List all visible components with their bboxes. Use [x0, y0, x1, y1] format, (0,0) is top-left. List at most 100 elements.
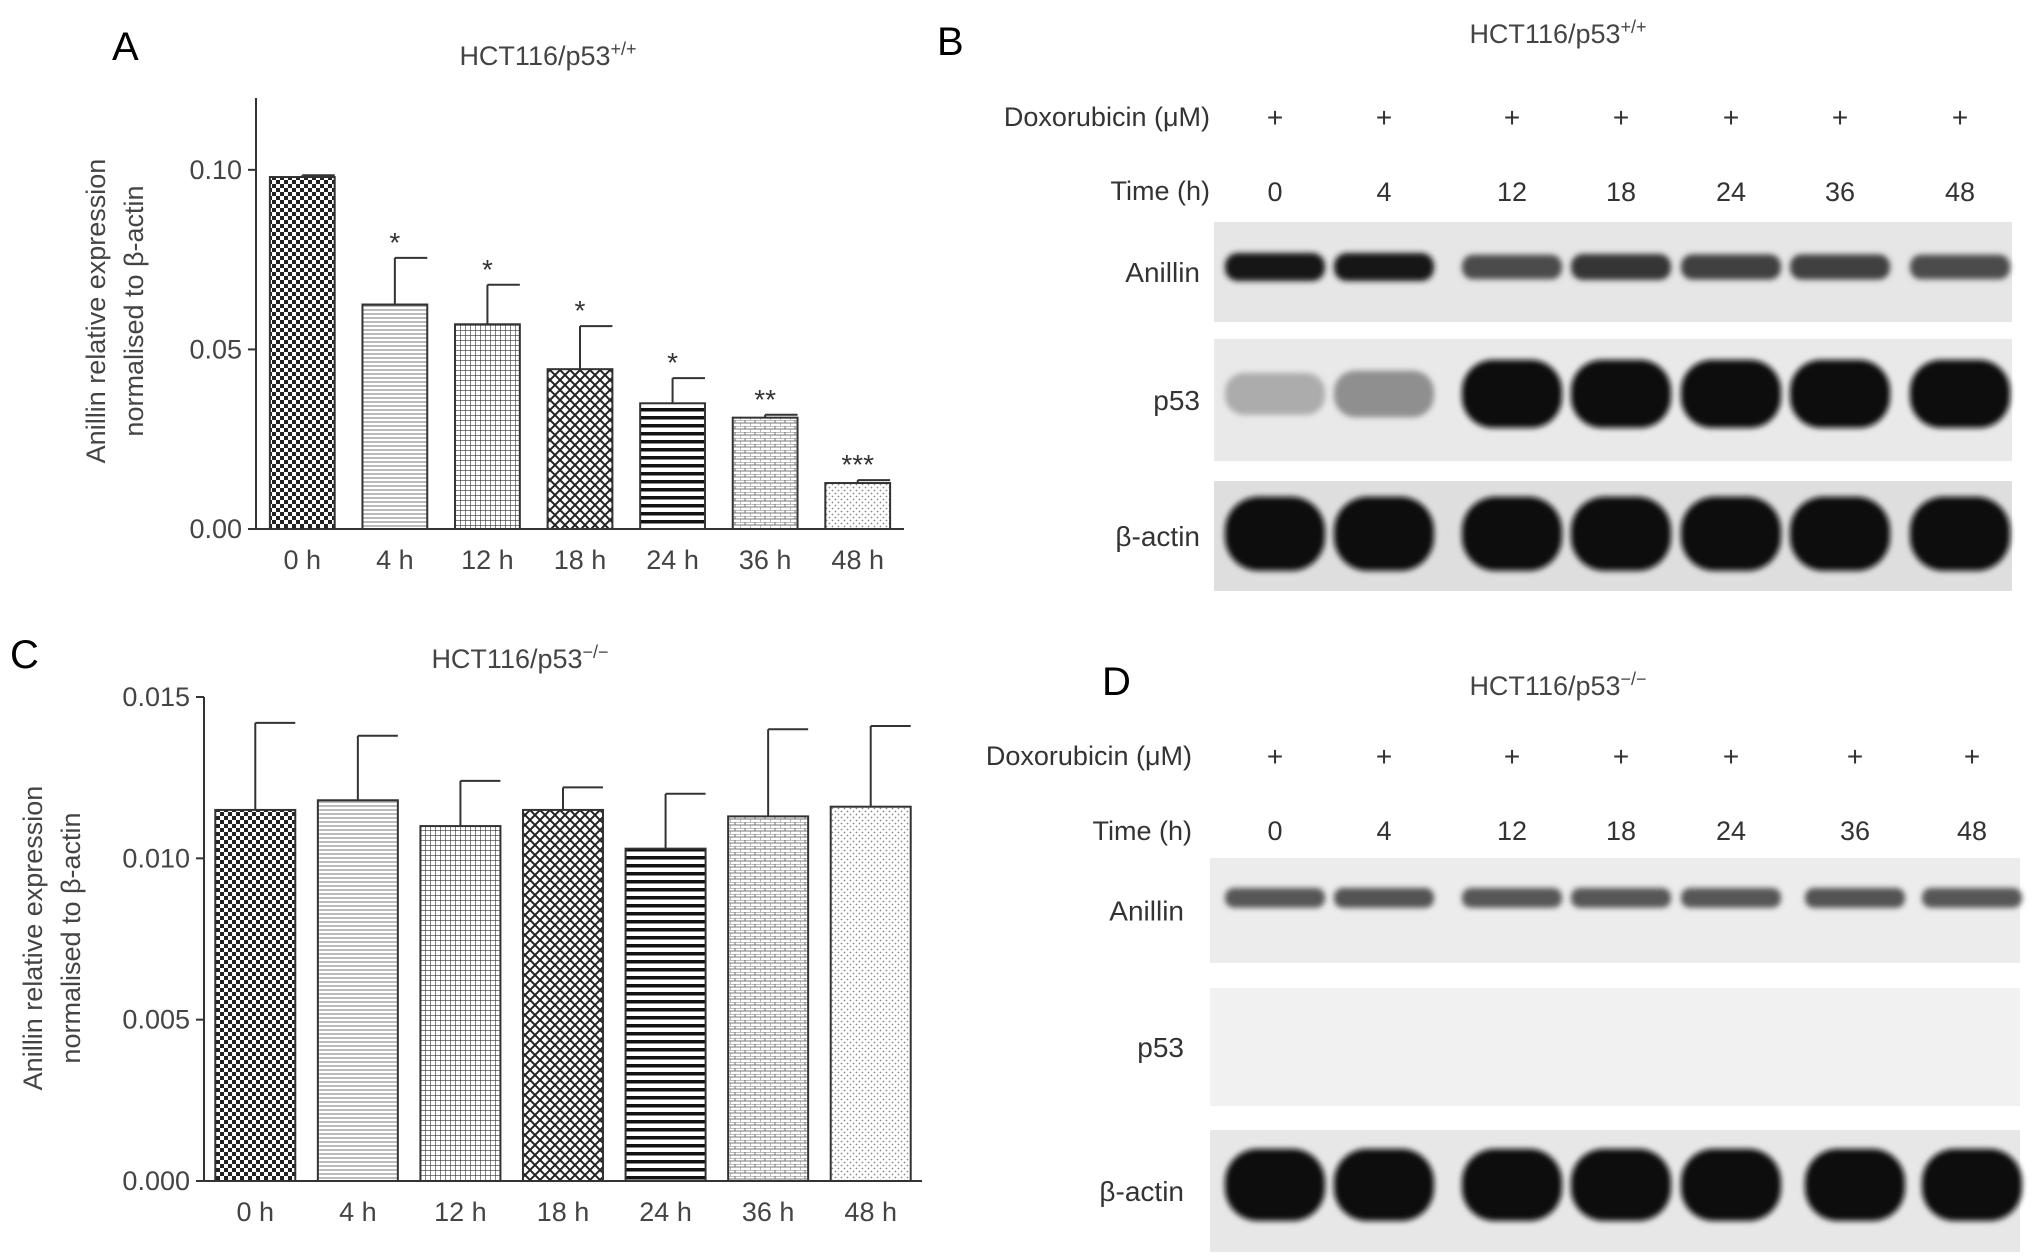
blot-label: β-actin — [1099, 1176, 1184, 1207]
bar — [521, 808, 605, 1183]
bar — [268, 176, 336, 530]
panel-a-ylabel: Anillin relative expression normalised t… — [81, 159, 149, 464]
x-tick-label: 24 h — [646, 545, 699, 575]
blot-band — [1462, 888, 1562, 908]
panel-a-title-sup: +/+ — [611, 39, 637, 59]
panel-a-ylabel-line2: normalised to β-actin — [119, 185, 149, 436]
doxorubicin-plus: + — [1504, 102, 1520, 133]
panel-b-title: HCT116/p53+/+ — [1469, 17, 1646, 49]
x-tick-label: 36 h — [739, 545, 792, 575]
blot-band — [1334, 496, 1434, 571]
x-tick-label: 36 h — [742, 1197, 795, 1227]
blot-label: Anillin — [1109, 896, 1184, 927]
panel-a-title-main: HCT116/p53 — [459, 41, 610, 71]
doxorubicin-plus: + — [1613, 102, 1629, 133]
blot-band — [1910, 496, 2010, 571]
doxorubicin-plus: + — [1832, 102, 1848, 133]
panel-d-time-label: Time (h) — [1093, 816, 1193, 846]
panel-d-title: HCT116/p53−/− — [1469, 669, 1646, 701]
blot-band — [1571, 359, 1671, 428]
panel-c-title-sup: −/− — [583, 642, 609, 662]
panel-d-title-main: HCT116/p53 — [1469, 671, 1620, 701]
doxorubicin-plus: + — [1847, 741, 1863, 772]
blot-band — [1922, 888, 2022, 908]
panel-letter-b: B — [937, 20, 964, 64]
blot-band — [1462, 254, 1562, 280]
panel-letter-c: C — [10, 633, 39, 677]
blot-b: + + + + + + +0 4 12 18 24 36 48 Anillin p53 β-actin — [1115, 102, 2012, 591]
blot-band — [1571, 888, 1671, 908]
blot-band — [1571, 1148, 1671, 1221]
x-tick-label: 24 h — [639, 1197, 692, 1227]
blot-band — [1334, 1148, 1434, 1221]
time-label: 4 — [1376, 816, 1391, 846]
blot-band — [1681, 359, 1781, 428]
bar — [214, 808, 297, 1183]
time-label: 48 — [1945, 177, 1975, 207]
y-tick-label: 0.000 — [122, 1166, 190, 1196]
bar — [727, 815, 810, 1182]
blot-band — [1225, 253, 1325, 281]
panel-c-title: HCT116/p53−/− — [431, 642, 608, 674]
x-tick-label: 18 h — [537, 1197, 590, 1227]
blot-band — [1790, 254, 1890, 280]
doxorubicin-plus: + — [1723, 741, 1739, 772]
bar — [546, 368, 614, 530]
panel-b-time-label: Time (h) — [1111, 176, 1211, 206]
panel-d: D HCT116/p53−/− Doxorubicin (μM) Time (h… — [986, 660, 2022, 1252]
blot-membrane — [1210, 988, 2020, 1106]
significance-label: * — [575, 295, 586, 326]
time-label: 12 — [1497, 816, 1527, 846]
x-tick-label: 4 h — [339, 1197, 377, 1227]
blot-band — [1805, 1148, 1905, 1221]
doxorubicin-plus: + — [1376, 741, 1392, 772]
blot-label: β-actin — [1115, 521, 1200, 552]
x-tick-label: 4 h — [376, 545, 414, 575]
panel-b-title-main: HCT116/p53 — [1469, 19, 1620, 49]
bar — [361, 303, 429, 531]
blot-band — [1334, 887, 1434, 908]
panel-c-ylabel-line2: normalised to β-actin — [56, 812, 86, 1063]
blot-d: + + + + + + +0 4 12 18 24 36 48 Anillin p53 β-actin — [1099, 741, 2022, 1252]
panel-b-title-sup: +/+ — [1621, 17, 1647, 37]
y-tick-label: 0.005 — [122, 1005, 190, 1035]
panel-b: B HCT116/p53+/+ Doxorubicin (μM) Time (h… — [937, 17, 2012, 591]
bar — [639, 402, 706, 530]
blot-label: p53 — [1137, 1032, 1184, 1063]
blot-band — [1225, 888, 1325, 908]
time-label: 24 — [1716, 816, 1746, 846]
bar — [731, 416, 799, 530]
blot-label: p53 — [1153, 385, 1200, 416]
blot-band — [1681, 496, 1781, 571]
y-tick-label: 0.05 — [189, 334, 242, 364]
panel-b-doxorubicin-label: Doxorubicin (μM) — [1004, 102, 1210, 132]
x-tick-label: 0 h — [284, 545, 322, 575]
time-label: 18 — [1606, 816, 1636, 846]
panel-a-title: HCT116/p53+/+ — [459, 39, 636, 71]
y-tick-label: 0.10 — [189, 155, 242, 185]
time-label: 18 — [1606, 177, 1636, 207]
bar — [624, 847, 707, 1182]
doxorubicin-plus: + — [1723, 102, 1739, 133]
panel-a: A HCT116/p53+/+ Anillin relative express… — [81, 25, 904, 575]
significance-label: * — [482, 254, 493, 285]
blot-band — [1225, 1148, 1325, 1221]
blot-band — [1462, 1148, 1562, 1221]
panel-letter-a: A — [112, 25, 139, 69]
doxorubicin-plus: + — [1952, 102, 1968, 133]
blot-membrane — [1210, 858, 2020, 963]
y-tick-label: 0.010 — [122, 843, 190, 873]
blot-label: Anillin — [1125, 257, 1200, 288]
doxorubicin-plus: + — [1964, 741, 1980, 772]
time-label: 12 — [1497, 177, 1527, 207]
panel-c-title-main: HCT116/p53 — [431, 644, 582, 674]
blot-band — [1571, 496, 1671, 571]
doxorubicin-plus: + — [1504, 741, 1520, 772]
panel-d-doxorubicin-label: Doxorubicin (μM) — [986, 741, 1192, 771]
bar — [316, 799, 399, 1183]
bar — [824, 482, 892, 531]
blot-band — [1805, 887, 1905, 908]
doxorubicin-plus: + — [1376, 102, 1392, 133]
blot-band — [1462, 496, 1562, 571]
